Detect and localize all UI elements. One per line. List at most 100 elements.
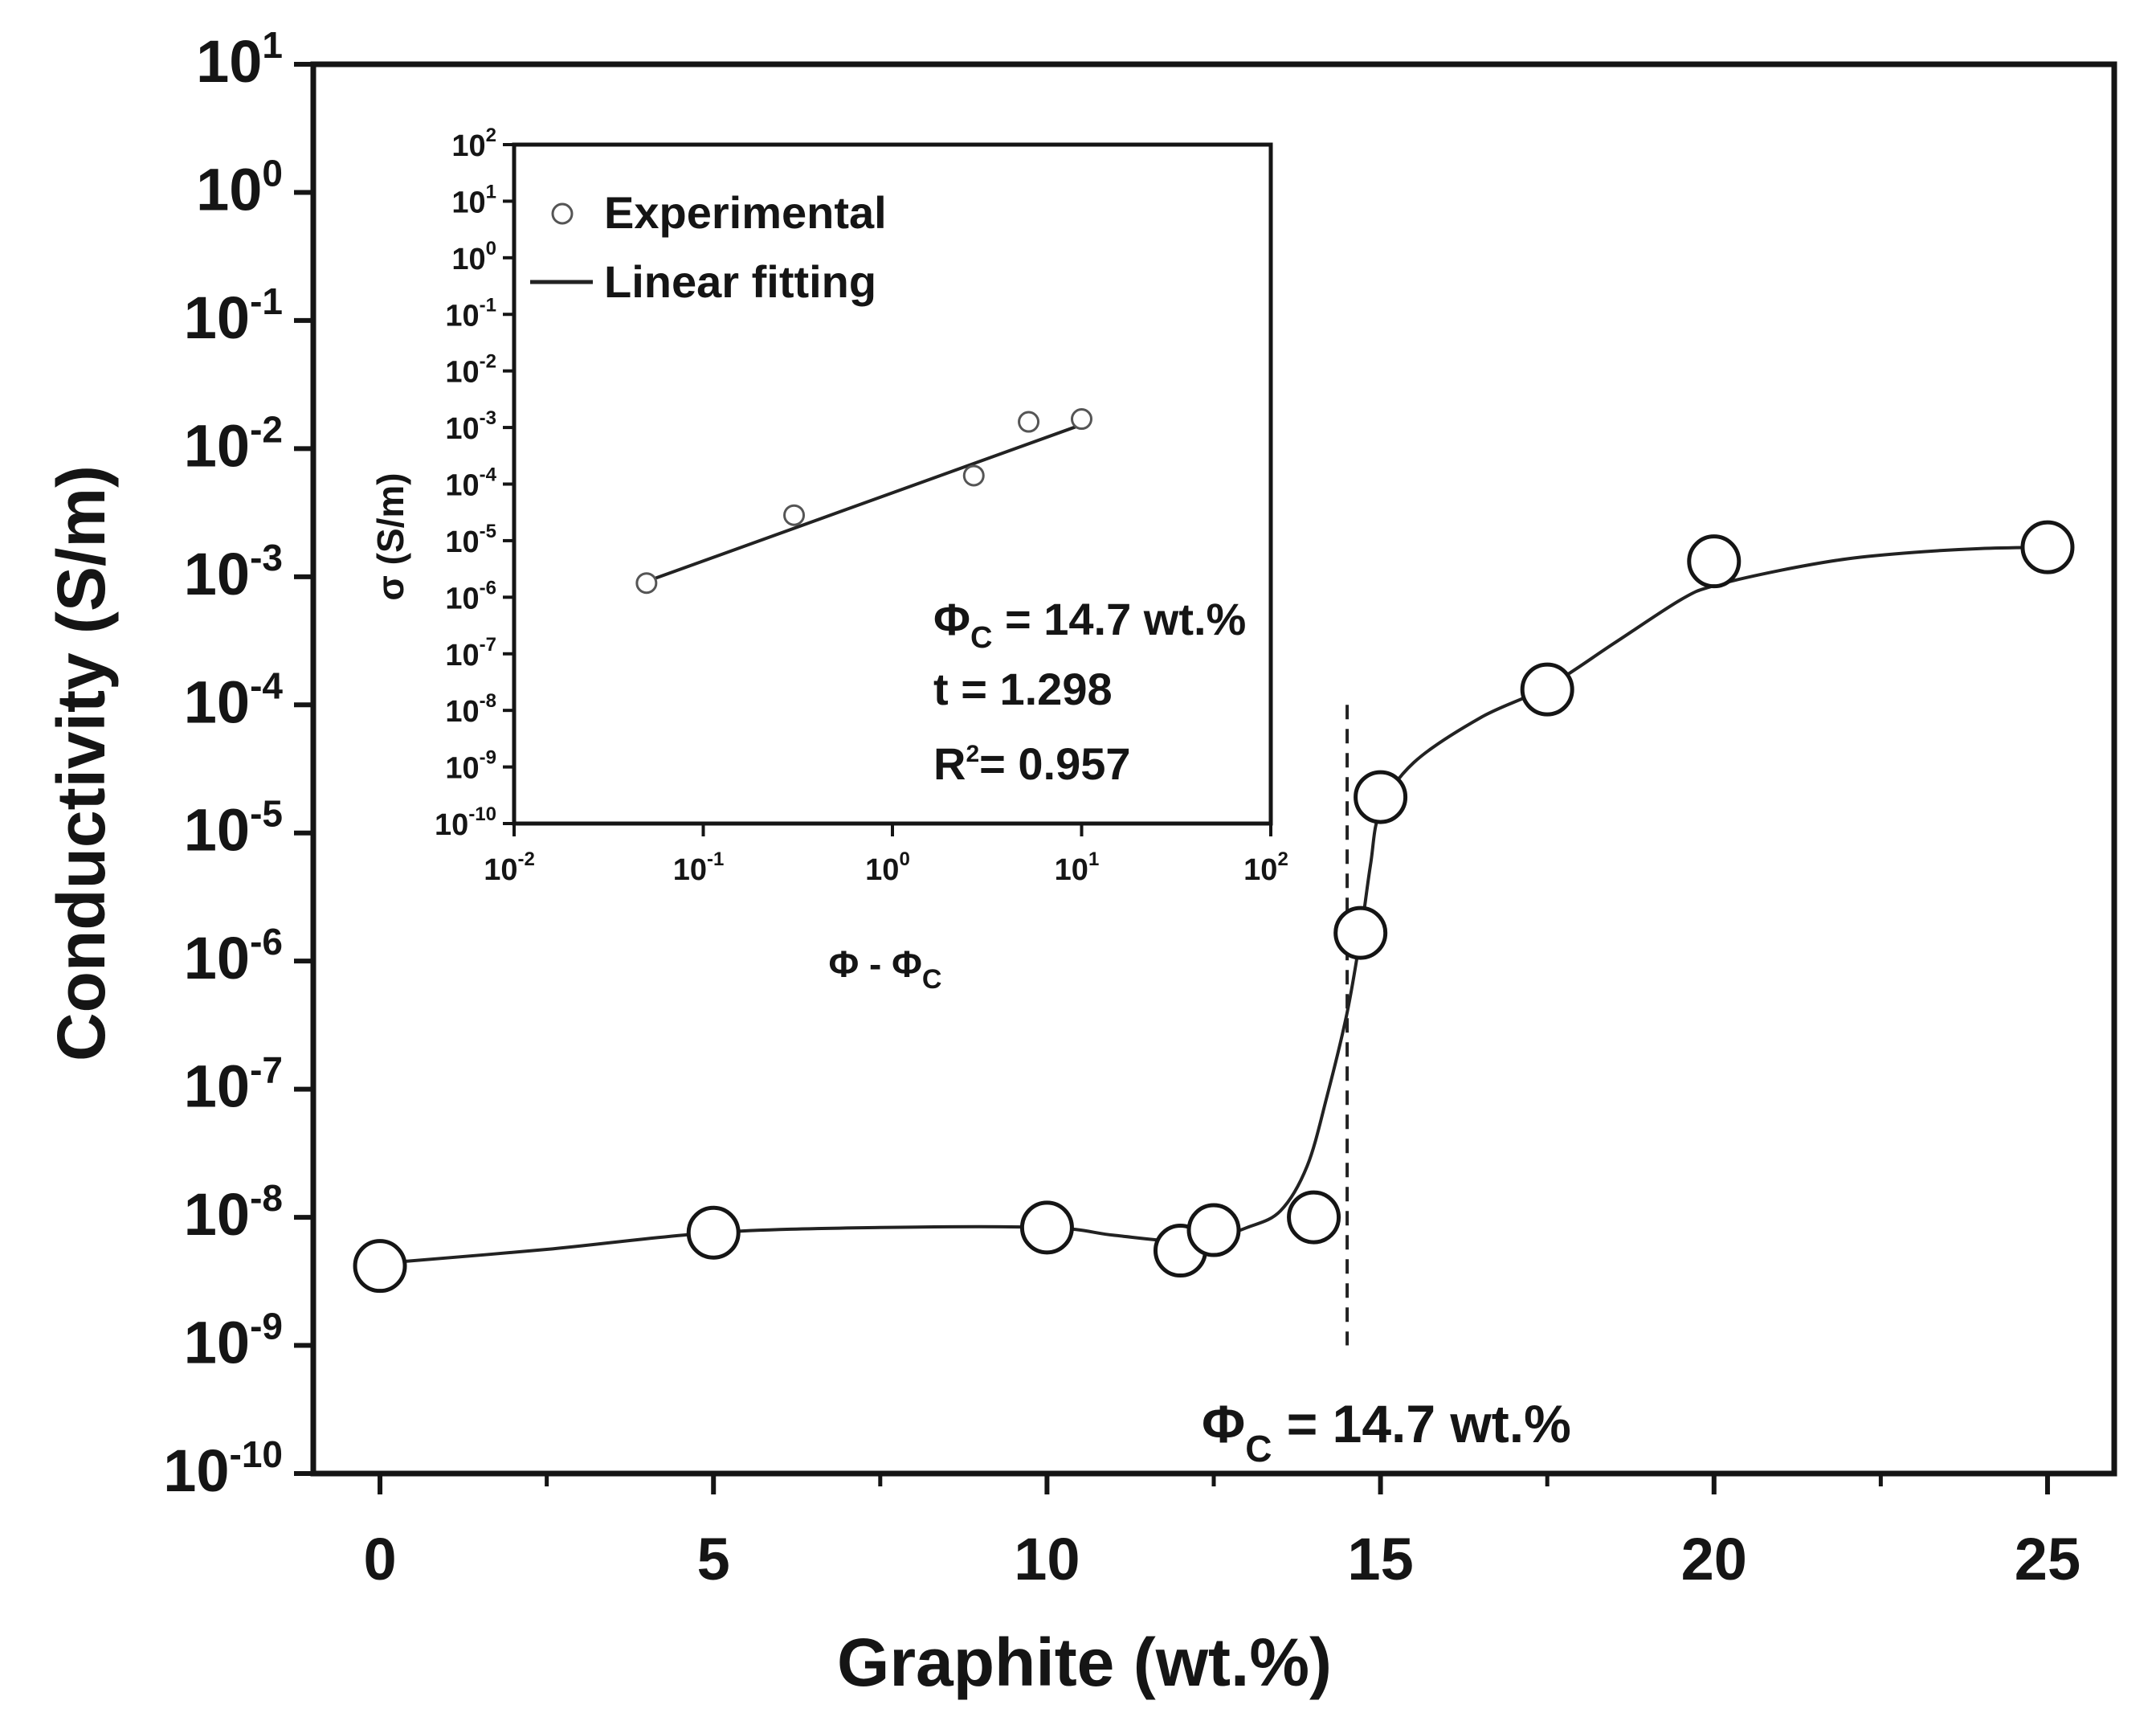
main-y-tick-label-exponent: 1 — [262, 24, 283, 66]
main-y-tick-label: 10-8 — [184, 1177, 283, 1248]
main-x-tick-label: 0 — [363, 1526, 396, 1592]
inset-data-point — [962, 464, 985, 487]
main-y-tick-label-base: 10 — [163, 1437, 229, 1504]
inset-ticks — [503, 143, 1272, 836]
main-y-tick-label-exponent: -2 — [250, 408, 283, 450]
main-x-tick-label: 20 — [1681, 1526, 1747, 1592]
main-ticks — [294, 62, 2050, 1494]
inset-data-point — [1018, 411, 1040, 433]
main-tick-labels: 0 5 10 15 20 2510110010-110-210-310-410-510-6… — [163, 24, 2080, 1592]
inset-x-axis-label: Φ - ΦC — [829, 943, 942, 995]
inset-y-axis-label-units: (S/m) — [370, 472, 411, 575]
main-y-tick-label: 10-4 — [184, 664, 284, 735]
main-y-tick-label-exponent: -7 — [250, 1049, 283, 1091]
inset-y-tick-label: 10-2 — [445, 351, 496, 390]
main-y-tick-label-base: 10 — [184, 1181, 250, 1248]
main-y-tick-label-exponent: -3 — [250, 537, 283, 578]
main-y-tick-label-base: 10 — [184, 1310, 250, 1376]
inset-y-tick-label: 102 — [451, 125, 496, 163]
inset-x-tick-label-exponent: 1 — [1088, 848, 1099, 870]
main-y-tick-label: 10-9 — [184, 1306, 283, 1376]
inset-x-tick-label-base: 10 — [484, 853, 517, 887]
inset-y-tick-label-base: 10 — [445, 639, 479, 672]
inset-y-tick-label-exponent: -10 — [468, 803, 496, 825]
fit-result-phi-c-symbol: Φ — [933, 594, 970, 644]
inset-x-tick-label-exponent: 0 — [899, 848, 909, 870]
inset-x-tick-label-base: 10 — [673, 853, 707, 887]
inset-y-tick-label: 10-7 — [445, 634, 496, 672]
main-y-tick-label-exponent: -9 — [250, 1306, 283, 1347]
main-y-tick-label: 10-1 — [184, 280, 283, 351]
inset-y-tick-label: 10-4 — [445, 464, 496, 503]
inset-y-tick-label-exponent: 2 — [486, 125, 496, 146]
inset-y-tick-label: 10-6 — [445, 577, 496, 615]
inset-data-point — [635, 572, 658, 595]
inset-x-tick-label: 100 — [865, 848, 910, 887]
inset-y-tick-label-exponent: -4 — [480, 464, 497, 486]
inset-x-tick-label-exponent: -2 — [517, 848, 534, 870]
main-data-point — [2020, 520, 2075, 574]
main-y-tick-label: 101 — [196, 24, 283, 95]
inset-y-tick-label-base: 10 — [445, 412, 479, 446]
inset-y-tick-label-base: 10 — [445, 695, 479, 729]
main-y-tick-label-base: 10 — [196, 156, 262, 223]
legend-label-linear-fitting: Linear fitting — [604, 256, 876, 307]
main-y-tick-label-exponent: -10 — [230, 1433, 283, 1475]
threshold-annotation-symbol: Φ — [1202, 1394, 1245, 1453]
main-y-tick-label: 10-5 — [184, 793, 283, 864]
fit-result-r2-sup: 2 — [966, 741, 979, 767]
fit-result-r2: R2= 0.957 — [933, 738, 1131, 789]
main-y-tick-label: 100 — [196, 152, 283, 223]
inset-x-tick-label: 101 — [1055, 848, 1100, 887]
inset-x-tick-label-exponent: 2 — [1277, 848, 1288, 870]
inset-y-tick-label-base: 10 — [445, 356, 479, 390]
main-y-tick-label-base: 10 — [184, 412, 250, 479]
main-y-tick-label-exponent: -1 — [250, 280, 283, 322]
main-y-tick-label-base: 10 — [184, 797, 250, 864]
inset-y-tick-label-exponent: -9 — [480, 747, 496, 769]
main-y-tick-label: 10-3 — [184, 537, 283, 607]
inset-tick-labels: 10-2 10-1 100 101 10210210110010-110-210-310… — [435, 125, 1288, 887]
inset-y-tick-label-exponent: 0 — [486, 238, 496, 260]
inset-y-tick-label-base: 10 — [445, 469, 479, 503]
inset-y-tick-label-base: 10 — [445, 299, 479, 333]
inset-y-tick-label-exponent: -5 — [480, 521, 496, 542]
main-y-tick-label-exponent: 0 — [262, 152, 283, 194]
main-y-tick-label-exponent: -4 — [250, 664, 283, 706]
inset-y-tick-label-base: 10 — [451, 129, 485, 163]
main-x-tick-label: 5 — [697, 1526, 730, 1592]
main-x-axis-label: Graphite (wt.%) — [837, 1625, 1332, 1700]
inset-y-tick-label: 10-3 — [445, 407, 496, 446]
inset-data-points — [635, 408, 1092, 595]
inset-data-point — [1071, 408, 1092, 431]
inset-fit-results: ΦC = 14.7 wt.% t = 1.298 R2= 0.957 — [933, 594, 1246, 789]
inset-x-axis-label-symbol: Φ - Φ — [829, 943, 922, 985]
main-y-tick-label-exponent: -5 — [250, 793, 283, 835]
inset-y-tick-label-exponent: -6 — [480, 577, 496, 599]
main-y-tick-label: 10-10 — [163, 1433, 283, 1504]
fit-result-t: t = 1.298 — [933, 664, 1113, 714]
inset-x-axis-label-subscript: C — [922, 964, 942, 995]
inset-x-tick-label: 102 — [1243, 848, 1288, 887]
fit-result-phi-c-text: = 14.7 wt.% — [992, 594, 1246, 644]
inset-y-tick-label: 101 — [451, 181, 496, 219]
main-y-tick-label-exponent: -8 — [250, 1177, 283, 1219]
main-fit-curve — [379, 546, 2048, 1265]
inset-x-tick-label-base: 10 — [865, 853, 899, 887]
inset-y-tick-label-exponent: -8 — [480, 690, 496, 712]
main-y-tick-label: 10-7 — [184, 1049, 283, 1120]
inset-y-tick-label-exponent: -7 — [480, 634, 496, 656]
inset-y-tick-label: 10-5 — [445, 521, 496, 559]
inset-legend: Experimental Linear fitting — [530, 187, 887, 307]
inset-fit-line — [646, 423, 1083, 583]
inset-y-axis-label: σ (S/m) — [370, 472, 411, 600]
main-data-points — [353, 520, 2075, 1294]
main-y-tick-label-base: 10 — [184, 541, 250, 607]
main-y-tick-label-base: 10 — [196, 28, 262, 95]
inset-y-tick-label-exponent: -1 — [480, 294, 496, 316]
fit-result-phi-c-subscript: C — [970, 621, 992, 655]
main-data-point — [1019, 1200, 1074, 1255]
main-y-tick-label-exponent: -6 — [250, 921, 283, 963]
inset-y-tick-label-exponent: 1 — [486, 181, 496, 202]
